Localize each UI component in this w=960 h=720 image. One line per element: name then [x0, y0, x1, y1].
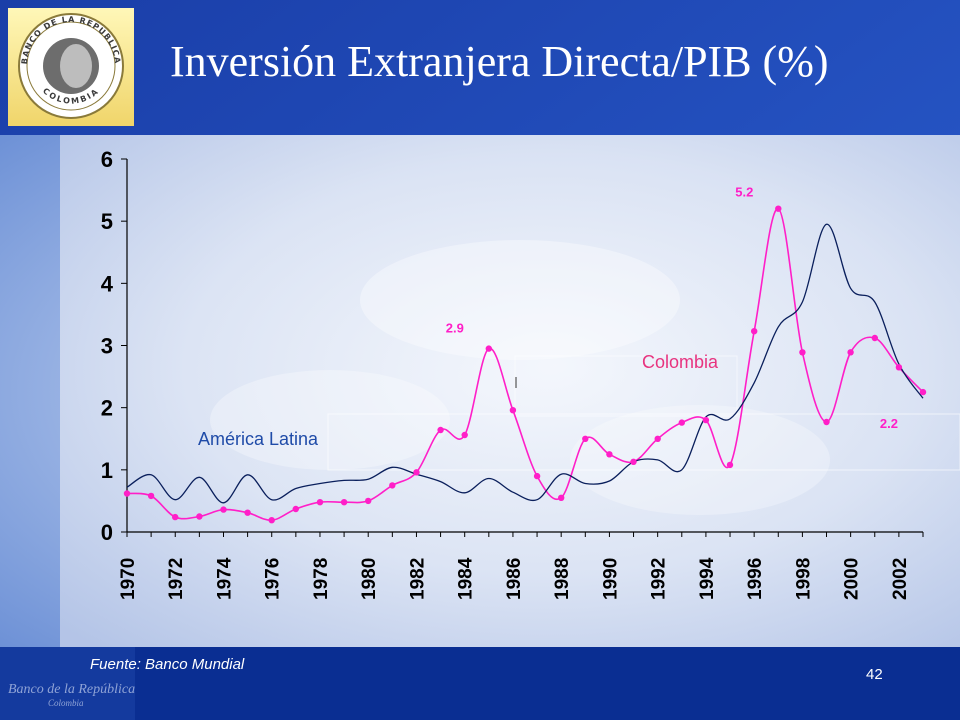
chart-axes: 0 1 2 3 4 5 6 1970 1972 1974 1976 1978 1980 1982 1984 1…: [101, 147, 924, 600]
x-tick-label: 2000: [842, 558, 863, 600]
x-tick-label: 1996: [745, 558, 766, 600]
colombia-point: [823, 418, 830, 426]
colombia-point: [726, 461, 734, 469]
page-title: Inversión Extranjera Directa/PIB (%): [170, 37, 829, 86]
colombia-point: [606, 451, 613, 458]
x-tick-label: 2002: [890, 558, 911, 600]
y-tick-label: 0: [101, 520, 113, 545]
x-tick-label: 1982: [407, 558, 428, 600]
x-tick-label: 1984: [456, 557, 477, 600]
colombia-point: [847, 349, 854, 356]
chart-labels: 2.9 5.2 2.2: [446, 185, 898, 431]
x-tick-label: 1974: [214, 557, 235, 600]
data-label: 2.9: [446, 321, 464, 336]
colombia-point: [413, 469, 420, 476]
x-tick-label: 1998: [793, 558, 814, 600]
colombia-point: [461, 431, 468, 439]
x-tick-label: 1976: [263, 558, 284, 600]
x-tick-label: 1980: [359, 558, 380, 600]
colombia-point: [485, 345, 492, 352]
logo: BANCO DE LA REPUBLICA COLOMBIA: [8, 8, 134, 126]
y-tick-label: 3: [101, 334, 113, 359]
source-note: Fuente: Banco Mundial: [90, 656, 245, 673]
colombia-point: [654, 435, 661, 442]
colombia-point: [244, 509, 251, 516]
x-tick-label: 1994: [697, 557, 718, 600]
colombia-point: [437, 426, 444, 434]
colombia-point: [196, 513, 203, 520]
colombia-point: [678, 419, 685, 426]
colombia-point: [751, 328, 758, 335]
colombia-point: [389, 482, 396, 489]
legend-colombia-label: Colombia: [642, 352, 719, 372]
colombia-point: [147, 492, 155, 500]
colombia-point: [895, 364, 903, 371]
colombia-point: [268, 517, 275, 524]
data-label: 5.2: [735, 185, 753, 200]
colombia-point: [316, 499, 324, 506]
footer-brand-sub: Colombia: [48, 698, 84, 708]
x-tick-label: 1978: [311, 558, 332, 600]
colombia-point: [123, 490, 131, 497]
x-tick-label: 1988: [552, 558, 573, 600]
page-number: 42: [866, 666, 883, 683]
colombia-point: [558, 494, 565, 501]
colombia-point: [365, 497, 372, 505]
data-label: 2.2: [880, 416, 898, 431]
y-tick-label: 2: [101, 396, 113, 421]
x-tick-label: 1972: [166, 558, 187, 600]
y-tick-label: 5: [101, 209, 113, 234]
colombia-point: [775, 205, 782, 212]
legend-latam-label: América Latina: [198, 429, 319, 449]
colombia-point: [509, 407, 517, 414]
colombia-point: [533, 472, 541, 480]
chart-markers: [123, 205, 927, 524]
footer-brand: Banco de la República: [8, 682, 136, 697]
x-tick-label: 1990: [600, 558, 621, 600]
x-tick-label: 1986: [504, 558, 525, 600]
colombia-point: [871, 334, 878, 342]
colombia-point: [799, 349, 806, 356]
y-tick-label: 6: [101, 147, 113, 172]
colombia-point: [220, 506, 227, 513]
colombia-point: [702, 416, 710, 424]
series-line-latam: [126, 223, 924, 504]
colombia-point: [292, 505, 299, 513]
colombia-point: [919, 388, 927, 396]
x-tick-label: 1970: [118, 558, 139, 600]
y-tick-label: 4: [101, 271, 114, 296]
y-tick-label: 1: [101, 458, 113, 483]
colombia-point: [340, 499, 348, 506]
colombia-point: [172, 513, 179, 521]
colombia-point: [630, 458, 637, 465]
x-tick-label: 1992: [649, 558, 670, 600]
colombia-point: [582, 435, 589, 442]
